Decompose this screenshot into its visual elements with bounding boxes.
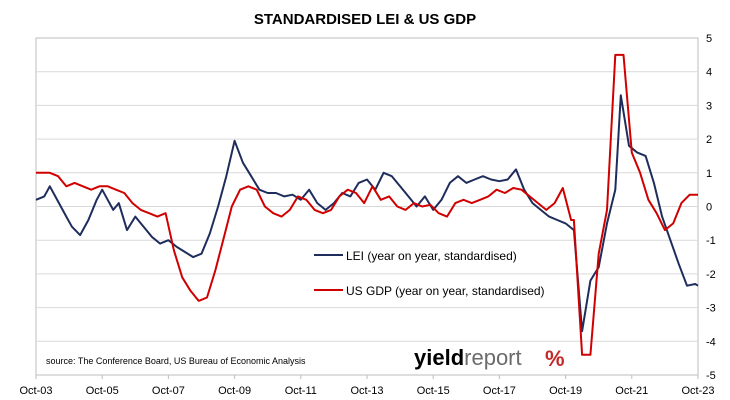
x-tick-label: Oct-05 — [86, 385, 119, 397]
y-tick-label: -4 — [706, 336, 716, 348]
series-lines — [35, 53, 699, 356]
x-tick-label: Oct-13 — [350, 385, 383, 397]
x-axis: Oct-03 Oct-05 Oct-07 Oct-09 Oct-11 Oct-13 Oct-… — [19, 375, 715, 397]
y-tick-label: -3 — [706, 303, 716, 315]
x-tick-label: Oct-23 — [681, 385, 714, 397]
brand-word-yield: yield — [414, 345, 464, 370]
y-tick-label: 0 — [706, 202, 712, 214]
y-tick-label: 5 — [706, 33, 712, 45]
brand-percent-icon: % — [545, 346, 565, 371]
x-tick-label: Oct-19 — [549, 385, 582, 397]
svg-text:yieldreport: yieldreport — [414, 345, 522, 370]
series-line-lei — [35, 94, 699, 333]
y-tick-label: -1 — [706, 235, 716, 247]
x-tick-label: Oct-21 — [615, 385, 648, 397]
y-tick-label: 1 — [706, 168, 712, 180]
source-note: source: The Conference Board, US Bureau … — [46, 356, 306, 366]
x-tick-label: Oct-17 — [483, 385, 516, 397]
y-tick-label: -2 — [706, 269, 716, 281]
chart-title: STANDARDISED LEI & US GDP — [254, 11, 476, 28]
x-tick-label: Oct-03 — [19, 385, 52, 397]
y-tick-label: 4 — [706, 67, 712, 79]
series-line-gdp — [36, 53, 698, 356]
x-tick-label: Oct-11 — [285, 385, 317, 397]
x-tick-label: Oct-15 — [417, 385, 450, 397]
brand-word-report: report — [464, 345, 521, 370]
legend-label-lei: LEI (year on year, standardised) — [346, 249, 517, 263]
legend: LEI (year on year, standardised) US GDP … — [314, 249, 545, 298]
y-tick-label: 3 — [706, 100, 712, 112]
y-tick-label: -5 — [706, 370, 716, 382]
x-tick-label: Oct-07 — [152, 385, 185, 397]
y-tick-label: 2 — [706, 134, 712, 146]
gridlines — [36, 71, 698, 342]
brand-logo: yieldreport % — [414, 345, 565, 371]
y-axis: 5 4 3 2 1 0 -1 -2 -3 -4 -5 — [706, 33, 716, 382]
x-tick-label: Oct-09 — [218, 385, 251, 397]
legend-label-gdp: US GDP (year on year, standardised) — [346, 284, 545, 298]
